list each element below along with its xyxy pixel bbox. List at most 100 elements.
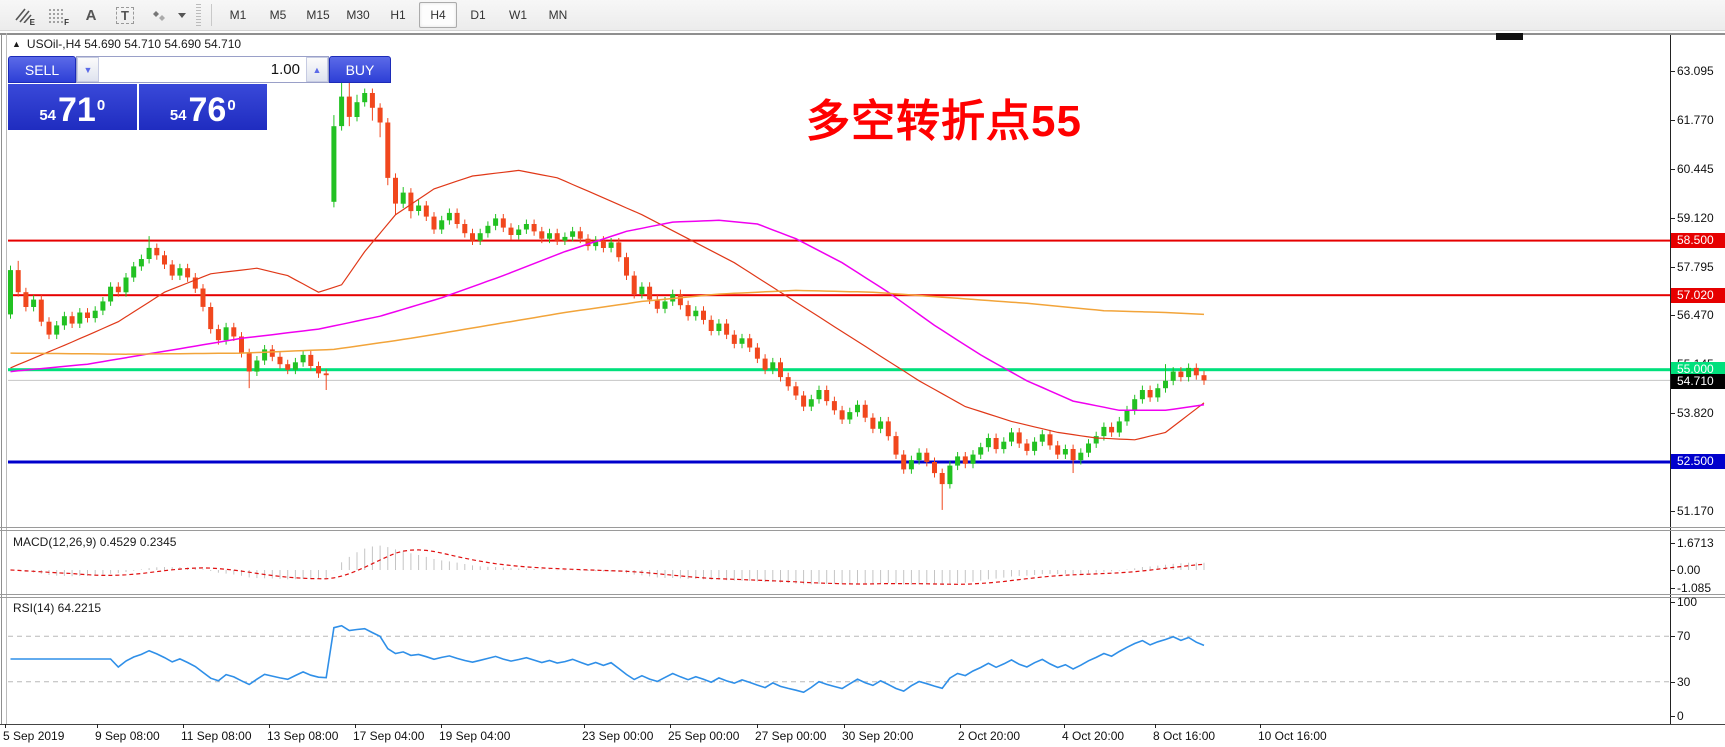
time-tick-label: 4 Oct 20:00 xyxy=(1062,729,1125,743)
volume-decrease-button[interactable]: ▼ xyxy=(77,57,99,82)
rsi-tick-mark xyxy=(1670,682,1675,683)
time-axis: 5 Sep 2019 9 Sep 08:00 11 Sep 08:00 13 Sep … xyxy=(0,724,1725,747)
macd-tick-mark xyxy=(1670,570,1675,571)
timeframe-button-w1[interactable]: W1 xyxy=(509,8,527,22)
time-tick-mark xyxy=(97,724,98,728)
time-tick-mark xyxy=(1064,724,1065,728)
volume-input[interactable] xyxy=(99,57,306,82)
pane-separator[interactable] xyxy=(0,597,1725,598)
price-tick-label: 59.120 xyxy=(1677,211,1714,225)
timeframe-button-m15[interactable]: M15 xyxy=(306,8,330,22)
price-tick-mark xyxy=(1670,169,1675,170)
time-tick-label: 9 Sep 08:00 xyxy=(95,729,160,743)
time-tick-label: 27 Sep 00:00 xyxy=(755,729,827,743)
sell-price-prefix: 54 xyxy=(39,107,56,124)
rsi-tick-mark xyxy=(1670,602,1675,603)
macd-pane-canvas[interactable] xyxy=(8,531,1670,593)
time-tick-mark xyxy=(960,724,961,728)
time-tick-mark xyxy=(844,724,845,728)
time-tick-label: 23 Sep 00:00 xyxy=(582,729,654,743)
price-tick-label: 56.470 xyxy=(1677,308,1714,322)
timeframe-button-m30[interactable]: M30 xyxy=(346,8,370,22)
timeframe-button-h1[interactable]: H1 xyxy=(390,8,406,22)
time-tick-mark xyxy=(584,724,585,728)
volume-spinner: ▼ ▲ xyxy=(76,56,329,83)
timeframe-button-h4[interactable]: H4 xyxy=(419,2,457,28)
tool-equidistant-channel-icon[interactable]: E xyxy=(7,1,39,29)
timeframes-group: M1 M5 M15 M30 H1 H4 D1 W1 MN xyxy=(218,2,578,28)
buy-button[interactable]: BUY xyxy=(329,56,391,83)
window-left-border-inner xyxy=(6,33,7,747)
up-triangle-icon: ▲ xyxy=(12,39,21,49)
price-tick-label: 57.795 xyxy=(1677,260,1714,274)
timeframe-button-mn[interactable]: MN xyxy=(548,8,568,22)
hline-pivot-55000[interactable] xyxy=(8,368,1670,372)
rsi-tick-label: 100 xyxy=(1677,595,1698,609)
volume-increase-button[interactable]: ▲ xyxy=(306,57,328,82)
buy-price-display[interactable]: 54 76 0 xyxy=(138,84,267,130)
symbol-title: ▲ USOil-,H4 54.690 54.710 54.690 54.710 xyxy=(12,37,241,51)
macd-signal-line xyxy=(10,549,1205,585)
time-tick-mark xyxy=(1260,724,1261,728)
price-tick-label: 60.445 xyxy=(1677,162,1714,176)
ma-slow-orange xyxy=(10,289,1205,355)
macd-histogram xyxy=(17,545,1205,585)
price-badge-support-52500: 52.500 xyxy=(1671,454,1725,469)
time-tick-label: 8 Oct 16:00 xyxy=(1153,729,1216,743)
time-tick-mark xyxy=(670,724,671,728)
hline-resistance-57020[interactable] xyxy=(8,294,1670,297)
tool-text-icon[interactable]: A xyxy=(85,6,97,24)
one-click-trade-panel: SELL ▼ ▲ BUY 54 71 0 54 76 0 xyxy=(8,56,391,130)
buy-price-prefix: 54 xyxy=(169,107,187,124)
candles-layer xyxy=(8,59,1207,510)
price-tick-label: 51.170 xyxy=(1677,504,1714,518)
price-tick-mark xyxy=(1670,315,1675,316)
hline-support-52500[interactable] xyxy=(8,460,1670,464)
time-tick-mark xyxy=(5,724,6,728)
symbol-title-text: USOil-,H4 54.690 54.710 54.690 54.710 xyxy=(26,37,242,51)
time-tick-label: 17 Sep 04:00 xyxy=(353,729,425,743)
main-chart-canvas[interactable] xyxy=(8,35,1670,527)
tool-dropdown-caret-icon[interactable] xyxy=(178,12,186,18)
macd-indicator-label: MACD(12,26,9) 0.4529 0.2345 xyxy=(13,535,177,549)
time-tick-label: 11 Sep 08:00 xyxy=(181,729,252,743)
chart-window[interactable] xyxy=(0,31,1725,747)
current-price-badge: 54.710 xyxy=(1671,374,1725,389)
pane-separator[interactable] xyxy=(0,594,1725,595)
pane-drag-handle[interactable] xyxy=(1496,33,1523,40)
price-tick-label: 53.820 xyxy=(1677,406,1714,420)
sell-button[interactable]: SELL xyxy=(8,56,76,83)
rsi-pane-canvas[interactable] xyxy=(8,598,1670,723)
tool-text-label-icon[interactable]: T xyxy=(109,1,141,29)
pane-separator[interactable] xyxy=(0,530,1725,531)
sell-price-main: 71 xyxy=(58,90,96,129)
tool-arrows-icon[interactable] xyxy=(143,1,175,29)
macd-tick-mark xyxy=(1670,543,1675,544)
price-tick-mark xyxy=(1670,413,1675,414)
time-tick-label: 13 Sep 08:00 xyxy=(267,729,339,743)
rsi-line xyxy=(10,624,1205,694)
sell-price-display[interactable]: 54 71 0 xyxy=(8,84,137,130)
pane-separator[interactable] xyxy=(0,527,1725,528)
macd-tick-label: 0.00 xyxy=(1677,563,1701,577)
time-tick-mark xyxy=(1155,724,1156,728)
toolbar-separator xyxy=(211,4,212,26)
timeframe-button-d1[interactable]: D1 xyxy=(470,8,486,22)
price-axis-line xyxy=(1670,35,1671,725)
hline-resistance-58500[interactable] xyxy=(8,239,1670,242)
timeframe-button-m5[interactable]: M5 xyxy=(269,8,287,22)
time-tick-label: 5 Sep 2019 xyxy=(3,729,65,743)
tool-fibonacci-icon[interactable]: F xyxy=(49,9,69,27)
time-tick-label: 25 Sep 00:00 xyxy=(668,729,740,743)
price-tick-mark xyxy=(1670,218,1675,219)
price-tick-mark xyxy=(1670,511,1675,512)
window-left-border xyxy=(1,33,2,747)
buy-price-pip: 0 xyxy=(227,97,236,114)
rsi-indicator-label: RSI(14) 64.2215 xyxy=(13,601,102,615)
timeframe-button-m1[interactable]: M1 xyxy=(229,8,247,22)
price-badge-pivot-55000: 55.000 xyxy=(1671,362,1725,377)
time-tick-mark xyxy=(183,724,184,728)
toolbar-grip[interactable] xyxy=(196,4,201,26)
time-tick-label: 19 Sep 04:00 xyxy=(439,729,511,743)
